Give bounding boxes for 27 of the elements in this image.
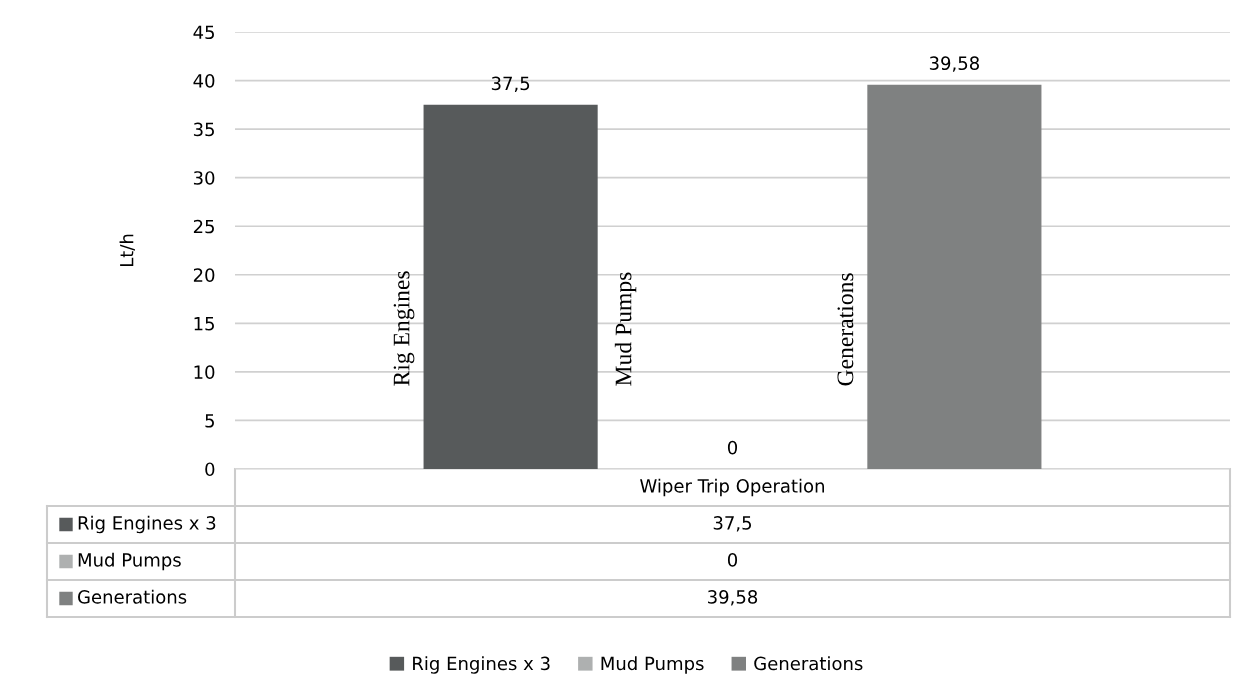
text: Mud Pumps xyxy=(601,656,704,674)
legend-label: Generations xyxy=(754,656,863,671)
y-tick-label: 40 xyxy=(193,74,215,88)
x-tick-label: Wiper Trip Operation xyxy=(640,478,824,497)
annotation: Rig Engines xyxy=(393,271,415,386)
text: Generations xyxy=(78,589,187,604)
y-tick-label: 10 xyxy=(194,365,215,380)
y-tick-label: 5 xyxy=(205,414,214,428)
annotation: Mud Pumps xyxy=(614,272,637,386)
y-tick-label: 0 xyxy=(205,462,215,477)
legend-label: Rig Engines x 3 xyxy=(413,656,550,674)
text: 37,5 xyxy=(713,516,752,532)
y-axis-title: Lt/h xyxy=(119,234,135,267)
y-tick-label: 20 xyxy=(193,268,215,282)
data-label: 39,58 xyxy=(929,56,979,72)
y-tick-label: 15 xyxy=(194,317,214,331)
legend-label: Mud Pumps xyxy=(78,552,181,571)
y-tick-label: 25 xyxy=(193,219,214,234)
annotation: Generations xyxy=(837,273,854,386)
y-tick-label: 30 xyxy=(193,171,215,185)
text: 0 xyxy=(727,553,738,567)
text: Rig Engines x 3 xyxy=(78,515,216,534)
data-label: 0 xyxy=(727,440,738,455)
text: 39,58 xyxy=(708,590,758,606)
y-tick-label: 35 xyxy=(193,122,214,137)
y-tick-label: 45 xyxy=(193,25,214,40)
data-label: 37,5 xyxy=(491,76,530,93)
